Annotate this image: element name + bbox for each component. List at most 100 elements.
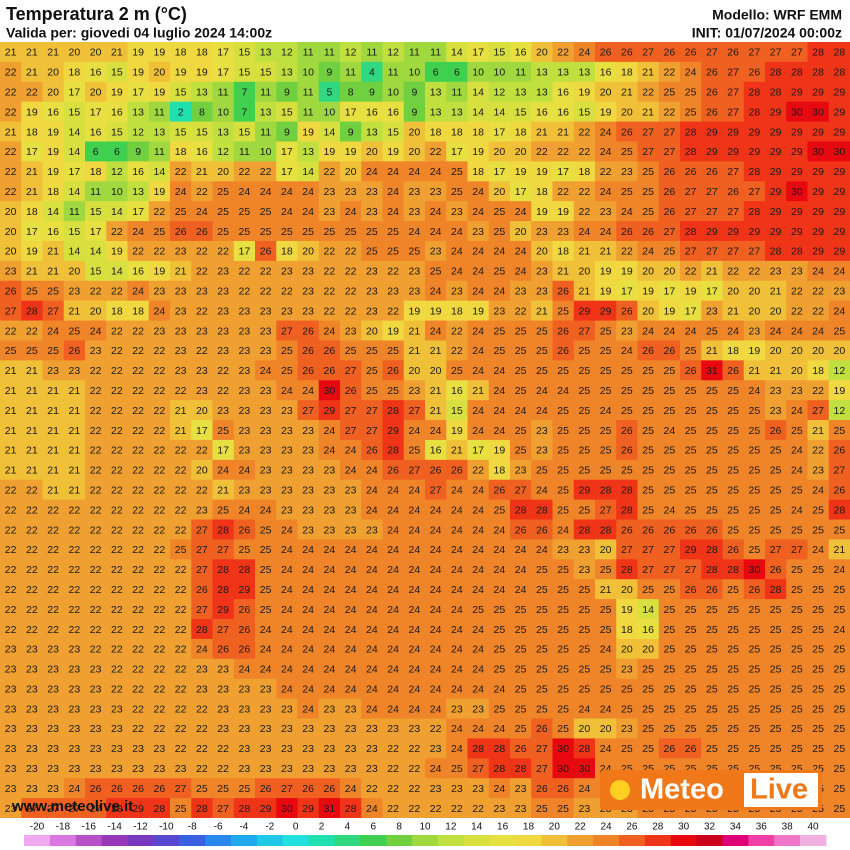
grid-value: 18 bbox=[494, 465, 506, 477]
grid-value: 27 bbox=[642, 126, 654, 138]
cell bbox=[170, 101, 192, 123]
grid-value: 24 bbox=[366, 544, 378, 556]
grid-value: 24 bbox=[345, 683, 357, 695]
grid-value: 22 bbox=[47, 504, 59, 516]
grid-value: 23 bbox=[345, 325, 357, 337]
grid-value: 23 bbox=[430, 743, 442, 755]
grid-value: 22 bbox=[154, 465, 166, 477]
grid-value: 14 bbox=[154, 166, 166, 178]
grid-value: 18 bbox=[281, 246, 293, 258]
grid-value: 23 bbox=[366, 266, 378, 278]
grid-value: 22 bbox=[217, 763, 229, 775]
grid-value: 23 bbox=[579, 544, 591, 556]
grid-value: 26 bbox=[664, 186, 676, 198]
grid-value: 22 bbox=[47, 524, 59, 536]
grid-value: 25 bbox=[600, 425, 612, 437]
legend-label: 40 bbox=[807, 822, 819, 833]
grid-value: 25 bbox=[791, 683, 803, 695]
grid-value: 23 bbox=[26, 703, 38, 715]
grid-value: 22 bbox=[90, 365, 102, 377]
grid-value: 18 bbox=[196, 47, 208, 59]
grid-value: 16 bbox=[430, 445, 442, 457]
grid-value: 15 bbox=[90, 266, 102, 278]
grid-value: 25 bbox=[217, 504, 229, 516]
grid-value: 11 bbox=[303, 106, 314, 118]
grid-value: 25 bbox=[494, 624, 506, 636]
grid-value: 25 bbox=[451, 186, 463, 198]
grid-value: 11 bbox=[303, 87, 314, 99]
grid-value: 24 bbox=[494, 564, 506, 576]
grid-value: 25 bbox=[621, 743, 633, 755]
grid-value: 27 bbox=[727, 246, 739, 258]
cell bbox=[658, 141, 681, 162]
grid-value: 22 bbox=[111, 285, 123, 297]
grid-value: 23 bbox=[302, 425, 314, 437]
cell bbox=[722, 181, 745, 202]
grid-value: 20 bbox=[430, 365, 442, 377]
grid-value: 23 bbox=[69, 763, 81, 775]
grid-value: 23 bbox=[47, 723, 59, 735]
grid-value: 18 bbox=[621, 67, 633, 79]
cell bbox=[340, 221, 362, 242]
grid-value: 25 bbox=[387, 345, 399, 357]
grid-value: 25 bbox=[536, 365, 548, 377]
cell bbox=[552, 61, 575, 83]
legend-label: -8 bbox=[188, 822, 197, 833]
grid-value: 24 bbox=[132, 226, 144, 238]
grid-value: 21 bbox=[557, 126, 569, 138]
cell bbox=[276, 121, 298, 142]
cell bbox=[531, 201, 553, 222]
grid-value: 29 bbox=[749, 146, 761, 158]
grid-value: 25 bbox=[749, 445, 761, 457]
grid-value: 25 bbox=[706, 743, 718, 755]
grid-value: 25 bbox=[260, 226, 272, 238]
cell bbox=[255, 121, 277, 142]
cell bbox=[701, 42, 723, 63]
grid-value: 25 bbox=[834, 763, 846, 775]
grid-value: 28 bbox=[536, 504, 548, 516]
cell bbox=[425, 181, 447, 202]
grid-value: 24 bbox=[430, 664, 442, 676]
grid-value: 25 bbox=[685, 345, 697, 357]
grid-value: 23 bbox=[472, 226, 484, 238]
grid-value: 25 bbox=[579, 584, 591, 596]
grid-value: 24 bbox=[515, 405, 527, 417]
grid-value: 26 bbox=[345, 385, 357, 397]
grid-value: 25 bbox=[515, 385, 527, 397]
grid-value: 7 bbox=[241, 87, 247, 99]
cell bbox=[340, 181, 362, 202]
grid-value: 23 bbox=[5, 683, 17, 695]
grid-value: 23 bbox=[196, 385, 208, 397]
grid-value: 25 bbox=[791, 564, 803, 576]
legend-swatch bbox=[722, 835, 749, 846]
grid-value: 24 bbox=[154, 305, 166, 317]
grid-value: 25 bbox=[685, 87, 697, 99]
cell bbox=[170, 81, 192, 103]
grid-value: 25 bbox=[706, 325, 718, 337]
cell bbox=[212, 161, 235, 182]
grid-value: 29 bbox=[302, 803, 314, 815]
grid-value: 26 bbox=[154, 783, 166, 795]
grid-value: 25 bbox=[47, 285, 59, 297]
grid-value: 25 bbox=[366, 365, 378, 377]
cell bbox=[467, 181, 490, 202]
grid-value: 30 bbox=[557, 743, 569, 755]
grid-value: 24 bbox=[409, 703, 421, 715]
cell bbox=[616, 181, 638, 202]
grid-value: 22 bbox=[90, 385, 102, 397]
grid-value: 24 bbox=[430, 504, 442, 516]
grid-value: 26 bbox=[111, 783, 123, 795]
grid-value: 23 bbox=[600, 206, 612, 218]
grid-value: 27 bbox=[621, 544, 633, 556]
cell bbox=[170, 42, 192, 63]
grid-value: 24 bbox=[472, 425, 484, 437]
grid-value: 29 bbox=[579, 305, 591, 317]
grid-value: 25 bbox=[749, 723, 761, 735]
grid-value: 23 bbox=[47, 683, 59, 695]
grid-value: 22 bbox=[664, 106, 676, 118]
grid-value: 25 bbox=[727, 385, 739, 397]
grid-value: 10 bbox=[472, 67, 484, 79]
grid-value: 18 bbox=[430, 126, 442, 138]
grid-value: 22 bbox=[345, 246, 357, 258]
grid-value: 25 bbox=[727, 604, 739, 616]
